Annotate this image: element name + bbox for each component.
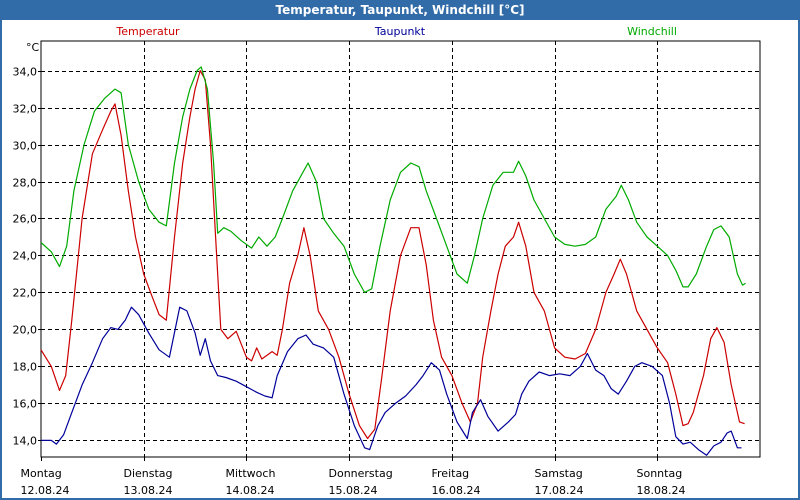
y-tick-label: 20,0	[13, 324, 38, 337]
legend-label-temperatur: Temperatur	[115, 25, 180, 38]
y-axis-unit-label: °C	[26, 41, 40, 54]
series-line-temperatur	[40, 69, 745, 440]
series-line-taupunkt	[41, 306, 742, 456]
x-date-label: 17.08.24	[535, 484, 584, 497]
x-day-label: Donnerstag	[329, 467, 393, 480]
chart-title-bar: Temperatur, Taupunkt, Windchill [°C]	[0, 0, 800, 20]
x-day-label: Dienstag	[124, 467, 173, 480]
y-tick-label: 26,0	[13, 213, 38, 226]
chart-panel: 14,0 16,0 18,0 20,0 22,0 24,0 26,0 28,0 30,0 32,0…	[2, 20, 798, 498]
y-tick-label: 24,0	[13, 250, 38, 263]
y-tick-label: 32,0	[13, 103, 38, 116]
y-tick-label: 14,0	[13, 435, 38, 448]
axis-layer: 14,0 16,0 18,0 20,0 22,0 24,0 26,0 28,0 30,0 32,0…	[13, 41, 686, 497]
plot-area	[40, 40, 761, 458]
x-day-label: Mittwoch	[226, 467, 276, 480]
legend: Temperatur Taupunkt Windchill	[115, 25, 677, 38]
y-tick-label: 28,0	[13, 177, 38, 190]
series-line-windchill	[40, 66, 746, 293]
y-tick-label: 34,0	[13, 66, 38, 79]
temperature-chart: 14,0 16,0 18,0 20,0 22,0 24,0 26,0 28,0 30,0 32,0…	[13, 25, 761, 497]
x-date-label: 13.08.24	[124, 484, 173, 497]
x-date-label: 18.08.24	[637, 484, 686, 497]
x-day-label: Sonntag	[637, 467, 683, 480]
legend-label-windchill: Windchill	[627, 25, 677, 38]
x-date-label: 16.08.24	[432, 484, 481, 497]
grid-lines	[41, 41, 760, 457]
x-day-label: Montag	[21, 467, 62, 480]
x-date-label: 14.08.24	[226, 484, 275, 497]
y-tick-label: 16,0	[13, 398, 38, 411]
y-tick-label: 30,0	[13, 140, 38, 153]
y-tick-label: 22,0	[13, 287, 38, 300]
legend-label-taupunkt: Taupunkt	[374, 25, 426, 38]
chart-title: Temperatur, Taupunkt, Windchill [°C]	[275, 3, 525, 17]
x-date-label: 15.08.24	[329, 484, 378, 497]
x-day-label: Freitag	[432, 467, 470, 480]
x-date-label: 12.08.24	[21, 484, 70, 497]
y-tick-label: 18,0	[13, 361, 38, 374]
x-day-label: Samstag	[535, 467, 583, 480]
series-layer	[40, 66, 746, 456]
